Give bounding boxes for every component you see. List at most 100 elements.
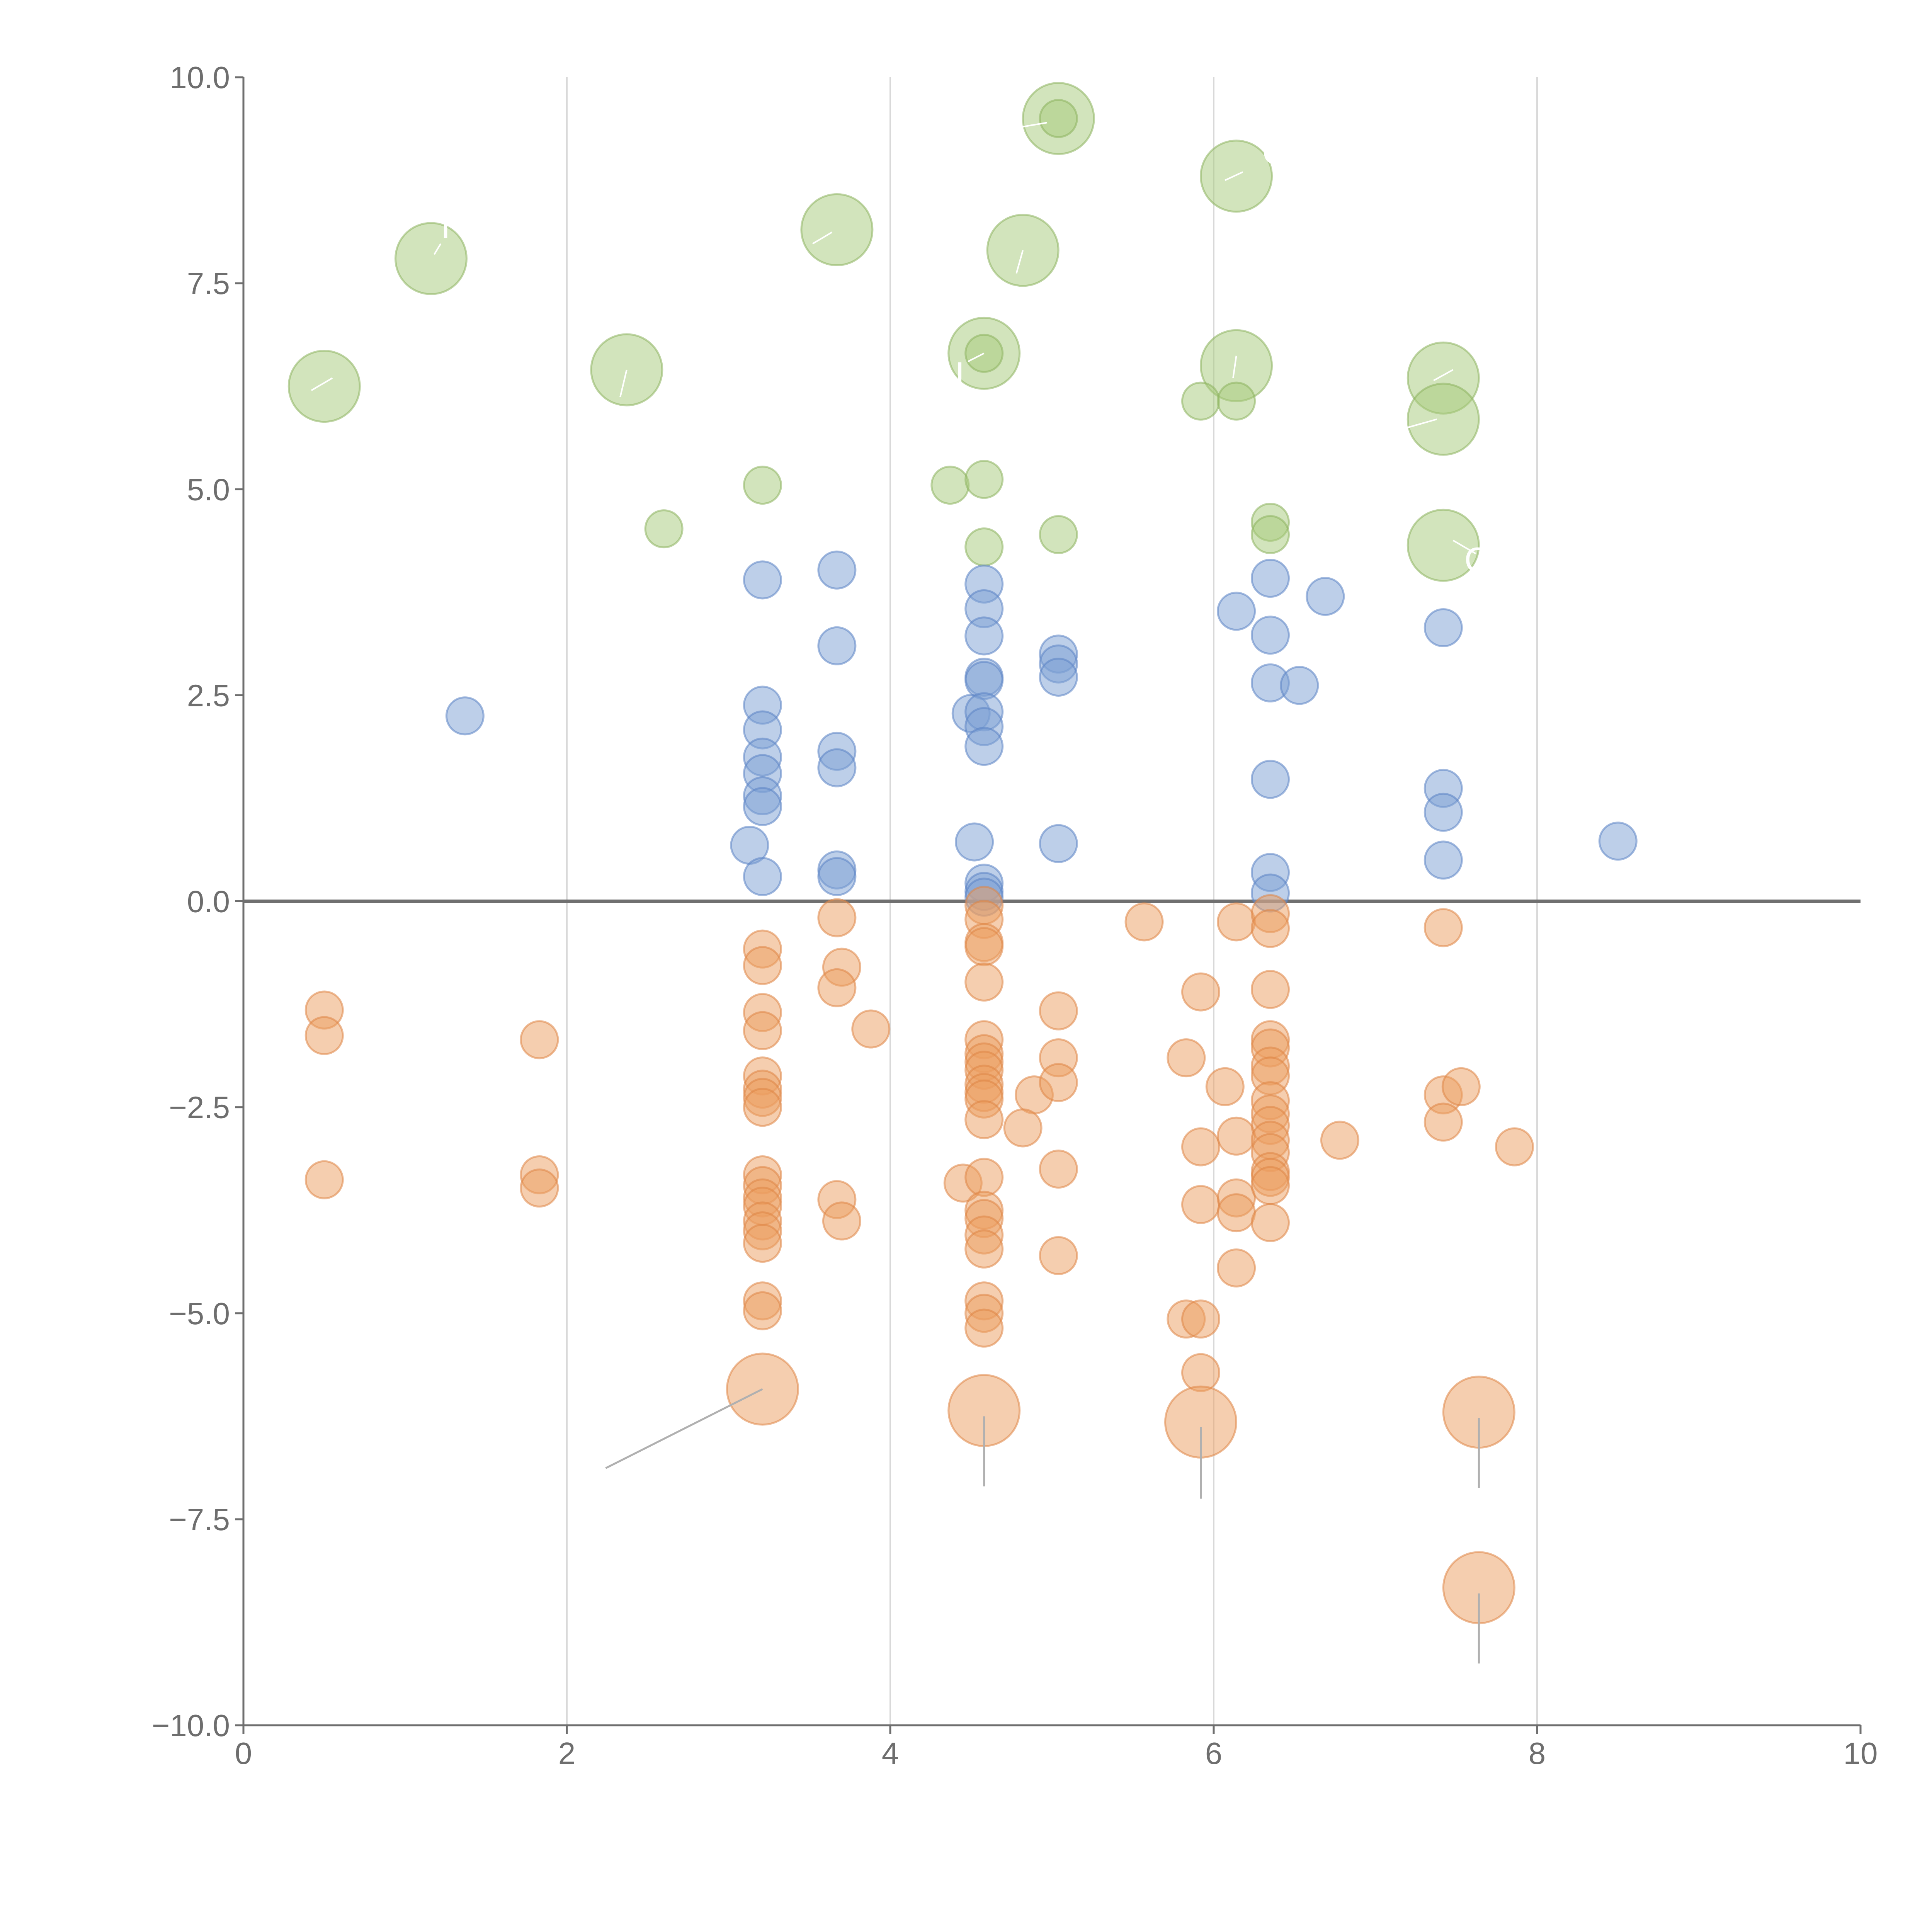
label-leader-line [1433,369,1454,381]
orange-point [1003,1108,1043,1148]
orange-point [1039,991,1078,1031]
orange-point [1423,908,1463,947]
blue-point [1250,760,1290,799]
green-point [1250,515,1290,554]
orange-point [1250,909,1290,948]
annotation-label: M [1015,294,1044,332]
blue-point [1423,608,1463,648]
orange-point [1495,1127,1534,1167]
y-tick-label: 2.5 [187,678,230,713]
annotation-label: I [441,207,451,246]
blue-point [445,696,485,736]
green-point [1181,381,1221,421]
label-leader-line [619,369,628,397]
annotation-label: C [1262,133,1287,172]
orange-point [1217,1116,1256,1156]
label-leader-line [1452,539,1476,554]
orange-point [964,962,1004,1002]
blue-point [1039,824,1078,863]
orange-point [1441,1067,1481,1106]
blue-point [1423,793,1463,832]
orange-point [1217,1193,1256,1233]
annotation-layer: M C I I C Ii [441,100,1490,580]
orange-point [1320,1121,1359,1160]
orange-point [743,1291,782,1330]
orange-point [304,1160,344,1199]
orange-point [743,1223,782,1263]
label-leader-line [1015,250,1024,274]
axes-layer: 0 2 4 6 8 10 10.0 7.5 5.0 2.5 0.0 −2.5 −5.0 −7.5 −10.0 [152,60,1878,1770]
orange-point [1250,1203,1290,1242]
y-tick-label: −2.5 [169,1090,230,1125]
orange-point [817,968,857,1007]
orange-point [520,1020,559,1060]
label-leader-line [605,1388,763,1469]
y-tick-label: 10.0 [170,60,230,95]
orange-point [1039,1063,1078,1102]
x-tick-label: 10 [1844,1736,1878,1770]
x-tick-label: 0 [235,1736,252,1770]
orange-point [1205,1067,1245,1106]
orange-point [1181,1127,1221,1167]
annotation-label: I [955,355,964,394]
orange-point [743,946,782,985]
y-tick-label: 7.5 [187,266,230,301]
orange-point [743,1088,782,1127]
green-point [964,527,1004,567]
orange-point [1167,1038,1206,1078]
y-tick-label: −5.0 [169,1296,230,1331]
blue-point [1598,821,1638,861]
orange-point [1181,1185,1221,1224]
orange-point [1039,1150,1078,1189]
blue-point [817,748,857,787]
x-tick-label: 8 [1529,1736,1546,1770]
orange-point [1250,970,1290,1009]
orange-point [817,898,857,937]
blue-point [1039,657,1078,697]
label-leader-line [1232,355,1237,378]
green-point [644,509,684,549]
label-leader-line [311,377,333,391]
blue-point [1217,592,1256,631]
orange-point [1124,902,1164,942]
label-leader-line [967,352,985,362]
green-point [1200,139,1273,213]
blue-point [743,787,782,826]
orange-point [1181,1299,1221,1339]
orange-point [964,1308,1004,1348]
blue-point [964,616,1004,656]
orange-point [851,1009,891,1049]
x-tick-label: 2 [558,1736,576,1770]
blue-point [955,822,994,862]
annotation-label: i [882,100,890,139]
label-leader-line [1407,418,1437,429]
orange-point [822,1201,861,1241]
label-leader-line [812,231,833,245]
green-point [1039,515,1078,554]
orange-point [743,1011,782,1050]
blue-point [1250,616,1290,655]
points-layer [287,82,1638,1624]
orange-point [964,1229,1004,1269]
orange-point [964,1158,1004,1197]
green-point [1406,509,1480,582]
annotation-label: I [1464,318,1474,357]
leader-layer [311,122,1480,1664]
annotation-label: C [1464,541,1490,580]
green-point [394,222,468,295]
orange-point [1181,972,1221,1012]
orange-point [520,1168,559,1208]
blue-point [1280,666,1319,705]
orange-point [1217,1248,1256,1287]
label-leader-line [1022,122,1048,128]
green-point [743,466,782,505]
orange-point [304,1016,344,1055]
orange-point [964,927,1004,966]
orange-point [964,1100,1004,1139]
y-tick-label: 0.0 [187,884,230,919]
x-tick-label: 4 [882,1736,899,1770]
green-point [1406,383,1480,456]
orange-point [1217,902,1256,942]
